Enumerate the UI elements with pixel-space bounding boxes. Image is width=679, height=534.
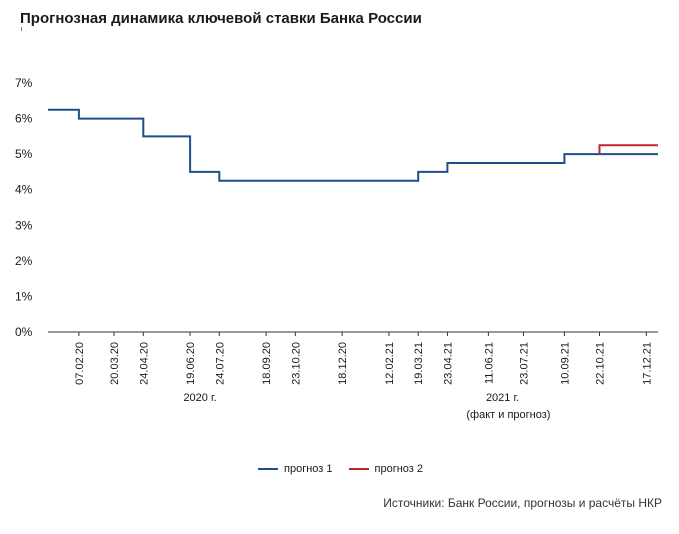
legend-label-series2: прогноз 2: [374, 463, 424, 475]
x-tick-label: 17.12.21: [641, 342, 653, 385]
chart-title: Прогнозная динамика ключевой ставки Банк…: [20, 10, 422, 27]
series-line-1: [48, 108, 658, 182]
y-tick-label: 5%: [15, 147, 33, 161]
x-tick-label: 19.03.21: [413, 342, 425, 385]
legend-item-series1[interactable]: прогноз 1: [258, 463, 333, 475]
x-tick-label: 24.07.20: [214, 342, 226, 385]
x-tick-label: 20.03.20: [109, 342, 121, 385]
x-tick-label: 07.02.20: [74, 342, 86, 385]
legend-swatch-series1: [258, 468, 278, 470]
chart-legend: прогноз 1 прогноз 2: [258, 463, 439, 475]
x-group-label-2020: 2020 г.: [183, 392, 216, 404]
legend-item-series2[interactable]: прогноз 2: [348, 463, 424, 475]
x-tick-label: 19.06.20: [185, 342, 197, 385]
y-tick-label: 4%: [15, 183, 33, 197]
x-group-label-2021: 2021 г.: [486, 392, 519, 404]
x-tick-label: 23.07.21: [518, 342, 530, 385]
y-tick-label: 7%: [15, 76, 33, 90]
series-line-2: [598, 144, 658, 155]
source-note: Источники: Банк России, прогнозы и расчё…: [383, 496, 662, 510]
x-tick-label: 10.09.21: [559, 342, 571, 385]
legend-swatch-series2: [348, 468, 369, 470]
x-tick-label: 12.02.21: [384, 342, 396, 385]
y-tick-label: 0%: [15, 325, 33, 339]
x-tick-label: 18.12.20: [337, 342, 349, 385]
legend-label-series1: прогноз 1: [284, 463, 333, 475]
x-group-sublabel-2021: (факт и прогноз): [466, 409, 550, 421]
x-tick-label: 23.10.20: [290, 342, 302, 385]
y-tick-label: 3%: [15, 218, 33, 232]
y-tick-label: 6%: [15, 112, 33, 126]
y-tick-label: 2%: [15, 254, 33, 268]
x-tick-label: 22.10.21: [595, 342, 607, 385]
title-tick-mark: [21, 27, 22, 31]
x-tick-label: 23.04.21: [442, 342, 454, 385]
x-tick-label: 24.04.20: [138, 342, 150, 385]
x-tick-label: 18.09.20: [261, 342, 273, 385]
x-tick-label: 11.06.21: [483, 342, 495, 384]
y-tick-label: 1%: [15, 289, 33, 303]
